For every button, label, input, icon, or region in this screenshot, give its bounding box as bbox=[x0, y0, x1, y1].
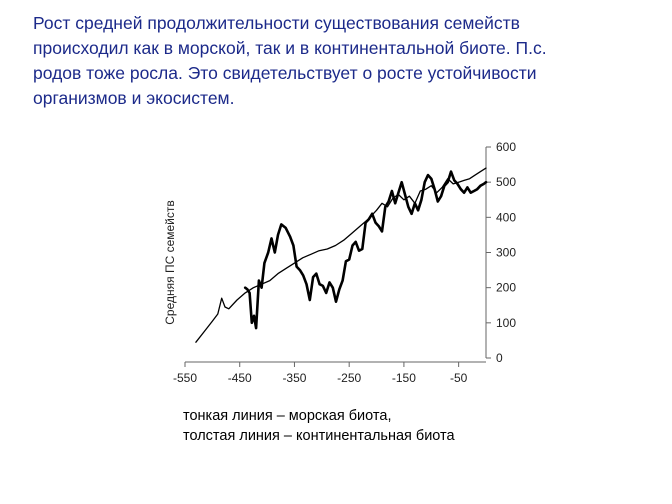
heading-line: родов тоже росла. Это свидетельствует о … bbox=[33, 63, 537, 83]
y-tick-label: 300 bbox=[496, 246, 516, 260]
y-axis-title: Средняя ПС семейств bbox=[163, 200, 177, 325]
caption: тонкая линия – морская биота, толстая ли… bbox=[183, 406, 455, 446]
heading-line: происходил как в морской, так и в контин… bbox=[33, 38, 547, 58]
x-tick-label: -350 bbox=[282, 371, 306, 385]
y-tick-label: 100 bbox=[496, 316, 516, 330]
x-tick-label: -550 bbox=[173, 371, 197, 385]
y-tick-label: 500 bbox=[496, 175, 516, 189]
heading-line: Рост средней продолжительности существов… bbox=[33, 13, 520, 33]
y-tick-label: 0 bbox=[496, 351, 503, 365]
caption-line: тонкая линия – морская биота, bbox=[183, 408, 392, 424]
y-tick-label: 600 bbox=[496, 140, 516, 154]
y-tick-label: 200 bbox=[496, 281, 516, 295]
x-tick-label: -250 bbox=[337, 371, 361, 385]
chart-series bbox=[195, 167, 488, 343]
x-tick-label: -50 bbox=[450, 371, 468, 385]
x-tick-label: -150 bbox=[392, 371, 416, 385]
series-line-marine bbox=[195, 167, 487, 343]
chart-axes: 0 100 200 300 400 500 600 -550 -450 -350 -250 -150 -… bbox=[173, 140, 516, 385]
heading-text: Рост средней продолжительности существов… bbox=[33, 11, 633, 111]
x-tick-label: -450 bbox=[228, 371, 252, 385]
series-line-continental bbox=[243, 170, 488, 330]
caption-line: толстая линия – континентальная биота bbox=[183, 428, 455, 444]
heading-line: организмов и экосистем. bbox=[33, 88, 235, 108]
line-chart: 0 100 200 300 400 500 600 -550 -450 -350 -250 -150 -… bbox=[163, 140, 516, 385]
y-tick-label: 400 bbox=[496, 210, 516, 224]
